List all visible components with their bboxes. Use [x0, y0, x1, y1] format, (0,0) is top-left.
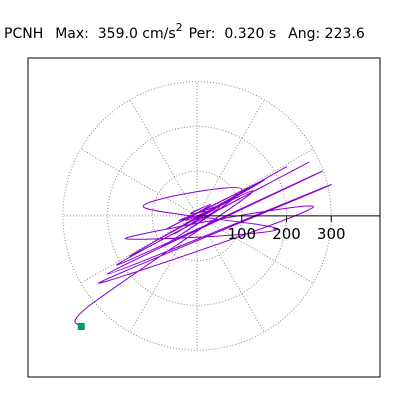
- station: PCNH: [4, 26, 43, 42]
- spoke: [196, 148, 314, 217]
- r-tick-label: 200: [272, 225, 301, 243]
- r-tick-label: 300: [317, 225, 346, 243]
- spoke: [196, 215, 265, 333]
- angle: Ang: 223.6: [288, 26, 365, 42]
- r-tick-label: 100: [227, 225, 256, 243]
- plot-area: [62, 81, 332, 351]
- trace: [74, 161, 332, 327]
- spoke: [129, 215, 198, 333]
- spoke: [129, 99, 198, 217]
- chart-title: PCNH Max: 359.0 cm/s2 Per: 0.320 s Ang: 223…: [4, 21, 365, 42]
- spoke: [80, 215, 198, 284]
- spoke: [196, 215, 314, 284]
- plot-frame: [27, 57, 381, 378]
- spoke: [196, 99, 265, 217]
- spoke: [80, 148, 198, 217]
- max: Max: 359.0 cm/s: [55, 26, 175, 42]
- end-marker: [77, 322, 85, 330]
- period: Per: 0.320 s: [189, 26, 277, 42]
- max-unit-sup: 2: [176, 21, 183, 34]
